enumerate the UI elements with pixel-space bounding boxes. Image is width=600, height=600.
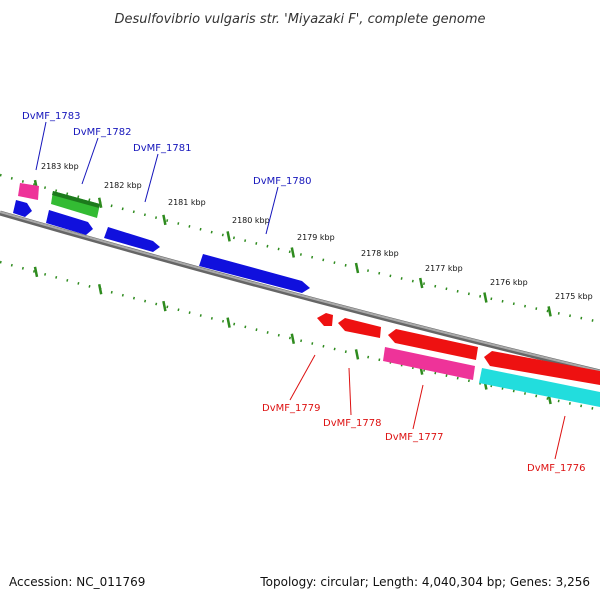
gene-blue-1782[interactable] <box>46 210 93 235</box>
tick-labels: 2183 kbp 2182 kbp 2181 kbp 2180 kbp 2179… <box>41 162 593 301</box>
major-tick <box>354 349 360 360</box>
gene-blue-1781[interactable] <box>104 227 160 252</box>
gene-label-dvmf-1779[interactable]: DvMF_1779 <box>262 403 320 414</box>
tick-label-2181: 2181 kbp <box>168 198 206 207</box>
major-ticks <box>33 179 552 405</box>
bottom-label-leaders <box>289 354 566 460</box>
outer-ruler <box>0 173 600 324</box>
gene-label-dvmf-1782[interactable]: DvMF_1782 <box>73 127 131 138</box>
gene-red-1778[interactable] <box>338 318 381 338</box>
major-tick <box>290 247 296 258</box>
tick-label-2183: 2183 kbp <box>41 162 79 171</box>
tick-label-2179: 2179 kbp <box>297 233 335 242</box>
tick-label-2177: 2177 kbp <box>425 264 463 273</box>
forward-genes <box>13 183 310 293</box>
major-tick <box>97 197 103 208</box>
major-tick <box>547 306 552 317</box>
major-tick <box>483 292 488 303</box>
major-tick <box>33 266 39 278</box>
major-tick <box>354 262 360 274</box>
gene-label-dvmf-1783[interactable]: DvMF_1783 <box>22 111 80 122</box>
gene-red-1777[interactable] <box>388 329 478 360</box>
bottom-gene-labels: DvMF_1779 DvMF_1778 DvMF_1777 DvMF_1776 <box>262 403 585 474</box>
gene-cyan-1776[interactable] <box>479 368 600 407</box>
gene-magenta-1777[interactable] <box>383 347 475 380</box>
gene-label-dvmf-1777[interactable]: DvMF_1777 <box>385 432 443 443</box>
major-tick <box>226 317 231 328</box>
tick-label-2176: 2176 kbp <box>490 278 528 287</box>
gene-label-dvmf-1781[interactable]: DvMF_1781 <box>133 143 191 154</box>
major-tick <box>418 277 424 289</box>
major-tick <box>226 231 231 242</box>
reverse-genes <box>317 313 600 407</box>
genome-backbone <box>0 210 600 375</box>
gene-blue-1780[interactable] <box>199 254 310 293</box>
genome-summary: Topology: circular; Length: 4,040,304 bp… <box>259 575 590 589</box>
gene-blue-small[interactable] <box>13 200 32 217</box>
gene-red-1776[interactable] <box>484 351 600 385</box>
tick-label-2180: 2180 kbp <box>232 216 270 225</box>
tick-label-2175: 2175 kbp <box>555 292 593 301</box>
tick-label-2182: 2182 kbp <box>104 181 142 190</box>
genome-title: Desulfovibrio vulgaris str. 'Miyazaki F'… <box>114 12 485 27</box>
accession-label: Accession: NC_011769 <box>9 575 145 589</box>
gene-label-dvmf-1776[interactable]: DvMF_1776 <box>527 463 585 474</box>
major-tick <box>97 283 103 295</box>
gene-label-dvmf-1778[interactable]: DvMF_1778 <box>323 418 381 429</box>
tick-label-2178: 2178 kbp <box>361 249 399 258</box>
gene-label-dvmf-1780[interactable]: DvMF_1780 <box>253 176 311 187</box>
top-gene-labels: DvMF_1783 DvMF_1782 DvMF_1781 DvMF_1780 <box>22 111 311 187</box>
gene-magenta-1783[interactable] <box>18 183 39 200</box>
major-tick <box>162 214 167 226</box>
gene-red-1779[interactable] <box>317 313 333 326</box>
top-label-leaders <box>35 121 279 235</box>
major-tick <box>290 333 296 344</box>
major-tick <box>162 300 167 312</box>
